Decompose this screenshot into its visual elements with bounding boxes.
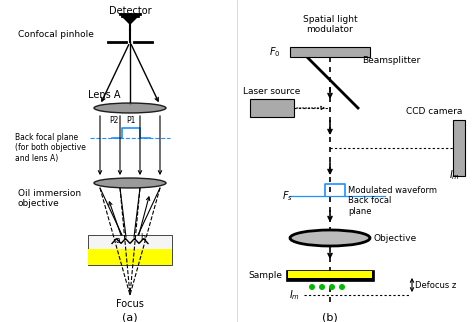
Text: a: a (116, 236, 121, 245)
Text: Defocus z: Defocus z (415, 280, 456, 289)
Text: Confocal pinhole: Confocal pinhole (18, 30, 94, 39)
Bar (250, 99, 294, 117)
Text: $F_s$: $F_s$ (282, 189, 293, 203)
Bar (286, 270, 374, 281)
Circle shape (329, 284, 335, 290)
Circle shape (339, 284, 345, 290)
Bar (88, 249, 172, 265)
Ellipse shape (290, 230, 370, 246)
Bar (288, 271, 372, 278)
Text: Beamsplitter: Beamsplitter (362, 55, 420, 64)
Text: Objective: Objective (374, 233, 417, 242)
Text: $F_0$: $F_0$ (268, 45, 280, 59)
Text: Spatial light
modulator: Spatial light modulator (303, 14, 357, 34)
Ellipse shape (94, 178, 166, 188)
Text: Laser source: Laser source (243, 87, 301, 96)
Text: Lens A: Lens A (88, 90, 120, 100)
Circle shape (319, 284, 325, 290)
Circle shape (309, 284, 315, 290)
Text: Focus: Focus (116, 299, 144, 309)
Text: Back focal plane
(for both objective
and lens A): Back focal plane (for both objective and… (15, 133, 86, 163)
Bar (453, 120, 465, 176)
Text: CCD camera: CCD camera (406, 107, 462, 116)
Text: Modulated waveform
Back focal
plane: Modulated waveform Back focal plane (348, 186, 437, 216)
Text: P2: P2 (109, 116, 118, 125)
Text: P1: P1 (126, 116, 136, 125)
Bar (290, 47, 370, 57)
Text: (b): (b) (322, 312, 338, 322)
Text: Detector: Detector (109, 6, 151, 16)
Polygon shape (122, 16, 138, 24)
Text: b: b (140, 233, 145, 242)
Text: Sample: Sample (248, 270, 282, 279)
Text: $I_m$: $I_m$ (448, 168, 459, 182)
Ellipse shape (94, 103, 166, 113)
Text: $I_m$: $I_m$ (289, 288, 300, 302)
Bar (88, 235, 172, 265)
Text: (a): (a) (122, 312, 138, 322)
Text: Oil immersion
objective: Oil immersion objective (18, 189, 81, 208)
